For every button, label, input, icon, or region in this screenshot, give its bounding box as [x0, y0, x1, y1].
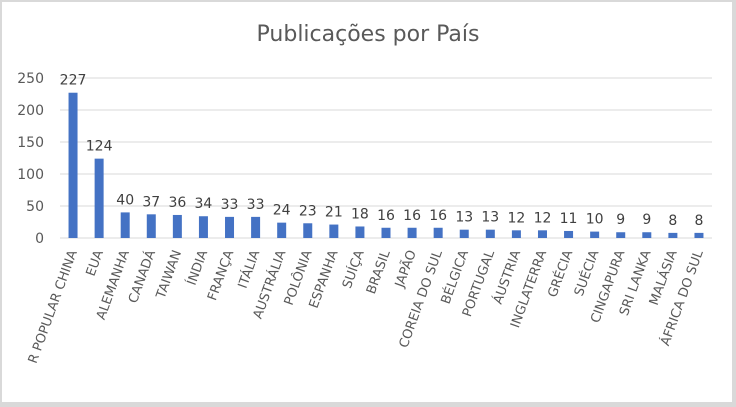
category-label: EUA: [84, 248, 107, 278]
data-label: 12: [534, 210, 552, 226]
bar: [68, 92, 78, 238]
data-label: 124: [86, 139, 113, 155]
data-label: 16: [429, 208, 447, 224]
data-label: 34: [195, 196, 213, 212]
category-label: JAPÃO: [391, 248, 420, 291]
bar: [564, 230, 574, 238]
y-tick-label: 0: [35, 231, 44, 247]
y-tick-label: 200: [17, 103, 44, 119]
bar: [537, 230, 547, 238]
data-label: 33: [221, 197, 239, 213]
bar: [511, 230, 521, 238]
bar: [225, 216, 235, 238]
data-label: 24: [273, 203, 291, 219]
data-label: 13: [481, 210, 499, 226]
bar: [668, 232, 678, 238]
bar: [485, 229, 495, 238]
category-label: SUÍÇA: [339, 248, 368, 291]
y-tick-label: 50: [26, 199, 44, 215]
bar: [120, 212, 130, 238]
category-label: BRASIL: [364, 248, 394, 297]
data-label: 21: [325, 205, 343, 221]
data-label: 10: [586, 212, 604, 228]
y-tick-label: 250: [17, 71, 44, 87]
data-label: 13: [455, 210, 473, 226]
category-label: R POPULAR CHINA: [26, 248, 81, 366]
bar: [590, 231, 600, 238]
bar: [198, 216, 208, 238]
category-label: ÍNDIA: [184, 248, 211, 288]
bar: [616, 232, 626, 238]
data-label: 18: [351, 206, 369, 222]
bar: [329, 224, 339, 238]
data-label: 227: [60, 73, 87, 89]
data-label: 16: [377, 208, 395, 224]
data-label: 8: [694, 213, 703, 229]
bar: [459, 229, 469, 238]
bar: [642, 232, 652, 238]
data-label: 37: [142, 194, 160, 210]
data-label: 9: [616, 212, 625, 228]
bar: [694, 232, 704, 238]
category-label: ITÁLIA: [235, 248, 264, 291]
bar: [381, 227, 391, 238]
category-label: SUÉCIA: [571, 248, 602, 298]
data-label: 23: [299, 203, 317, 219]
data-label: 11: [560, 211, 578, 227]
data-label: 40: [116, 192, 134, 208]
data-label: 9: [642, 212, 651, 228]
bar: [172, 214, 182, 238]
bar: [407, 227, 417, 238]
y-tick-label: 100: [17, 167, 44, 183]
bar: [146, 214, 156, 238]
bar: [94, 158, 104, 238]
bar: [433, 227, 443, 238]
bar: [355, 226, 365, 238]
bar: [277, 222, 287, 238]
data-label: 12: [507, 210, 525, 226]
bar: [251, 216, 261, 238]
y-tick-label: 150: [17, 135, 44, 151]
category-label: TAIWAN: [153, 248, 185, 301]
data-label: 36: [168, 195, 186, 211]
bar: [303, 223, 313, 238]
data-label: 16: [403, 208, 421, 224]
data-label: 33: [247, 197, 265, 213]
data-label: 8: [668, 213, 677, 229]
chart-title: Publicações por País: [256, 22, 480, 47]
